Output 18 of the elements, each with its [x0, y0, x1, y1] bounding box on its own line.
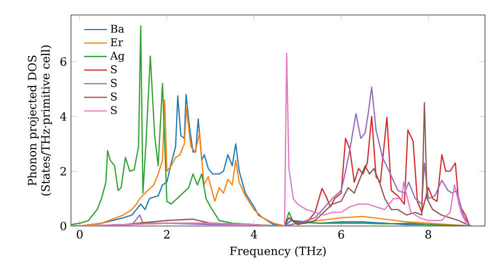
- legend-label: S: [111, 106, 117, 114]
- legend-label: Ba: [110, 24, 124, 33]
- legend-label: Er: [110, 38, 124, 46]
- legend-label: Ag: [110, 52, 124, 62]
- y-tick-label: 4: [60, 112, 66, 121]
- y-tick-label: 6: [60, 57, 66, 66]
- y-tick-label: 0: [60, 222, 66, 230]
- legend-label: S: [111, 65, 117, 74]
- x-tick-label: 8: [425, 230, 432, 239]
- x-tick-label: 4: [250, 230, 258, 238]
- y-tick-label: 2: [60, 167, 66, 176]
- x-tick-label: 6: [338, 230, 344, 239]
- x-tick-label: 0: [76, 230, 83, 239]
- x-axis-title: Frequency (THz): [230, 246, 326, 258]
- x-tick-label: 2: [164, 230, 170, 238]
- y-axis-title: Phonon projected DOS (States/THz·primitive cell): [28, 45, 52, 196]
- legend-label: S: [111, 92, 117, 101]
- legend-label: S: [111, 78, 117, 87]
